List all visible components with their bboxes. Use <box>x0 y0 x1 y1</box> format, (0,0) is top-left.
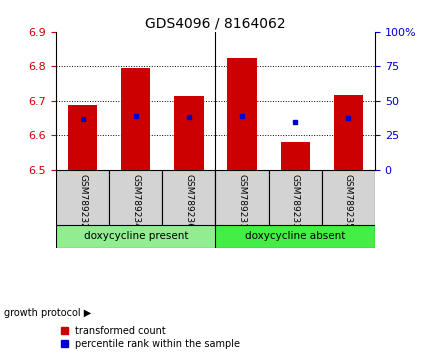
Bar <box>333 95 362 170</box>
Text: GSM789232: GSM789232 <box>78 173 87 228</box>
Title: GDS4096 / 8164062: GDS4096 / 8164062 <box>145 17 285 31</box>
Text: GSM789233: GSM789233 <box>290 173 299 228</box>
Bar <box>68 105 97 170</box>
Bar <box>268 170 321 225</box>
Bar <box>215 170 268 225</box>
Text: doxycycline absent: doxycycline absent <box>245 231 344 241</box>
Bar <box>121 68 150 170</box>
Text: GSM789234: GSM789234 <box>131 173 140 228</box>
Bar <box>280 142 309 170</box>
Bar <box>109 170 162 225</box>
Text: GSM789236: GSM789236 <box>184 173 193 228</box>
Text: GSM789231: GSM789231 <box>237 173 246 228</box>
Bar <box>162 170 215 225</box>
Bar <box>321 170 374 225</box>
Bar <box>174 96 203 170</box>
Text: doxycycline present: doxycycline present <box>83 231 187 241</box>
Text: GSM789235: GSM789235 <box>343 173 352 228</box>
Bar <box>227 58 256 170</box>
Bar <box>215 225 374 248</box>
Bar <box>56 170 109 225</box>
Legend: transformed count, percentile rank within the sample: transformed count, percentile rank withi… <box>61 326 240 349</box>
Bar <box>56 225 215 248</box>
Text: growth protocol ▶: growth protocol ▶ <box>4 308 91 318</box>
